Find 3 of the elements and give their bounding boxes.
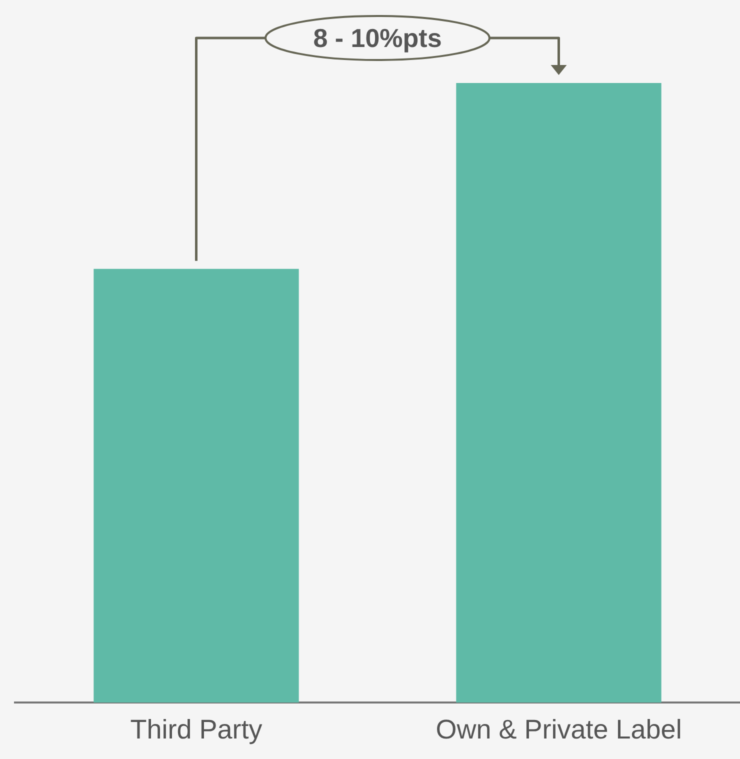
x-tick-label: Third Party <box>130 714 263 744</box>
text: 8 - 10%pts <box>312 22 443 55</box>
x-tick-label: Own & Private Label <box>436 714 682 744</box>
